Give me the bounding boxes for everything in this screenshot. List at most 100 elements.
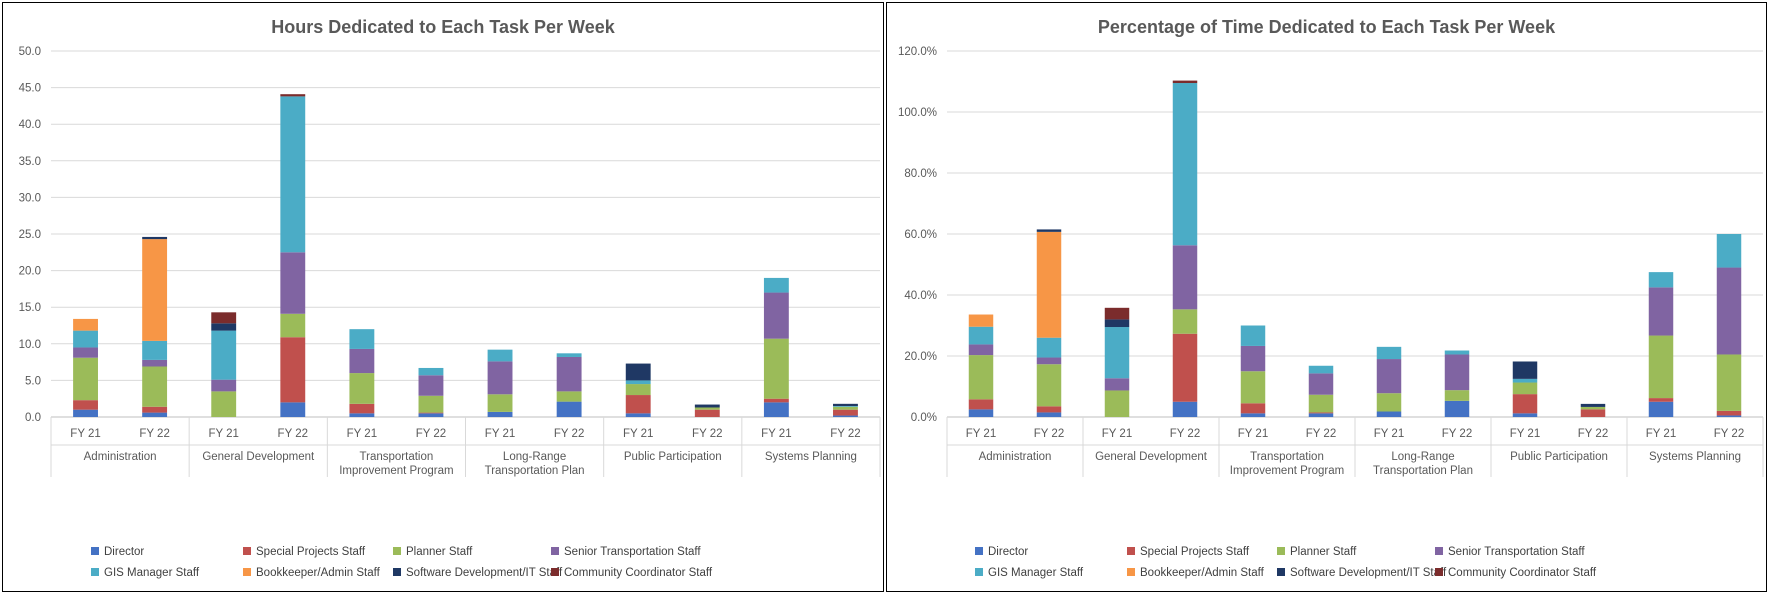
- bar-segment: [556, 356, 582, 392]
- legend-swatch: [975, 568, 983, 576]
- bar-segment: [1376, 359, 1402, 394]
- x-tick-label: FY 22: [139, 428, 169, 440]
- legend-swatch: [1277, 568, 1285, 576]
- bar-segment: [556, 353, 582, 357]
- bar-segment: [487, 411, 513, 417]
- bar-segment: [1376, 346, 1402, 360]
- bar-segment: [73, 318, 98, 331]
- legend-label: Planner Staff: [1290, 546, 1357, 558]
- bar-segment: [968, 409, 994, 417]
- y-tick-label: 45.0: [19, 83, 41, 95]
- bar-segment: [625, 395, 651, 414]
- legend-swatch: [1127, 547, 1135, 555]
- bar-segment: [1512, 382, 1538, 395]
- x-tick-label: FY 22: [1442, 428, 1472, 440]
- bar-segment: [280, 337, 306, 403]
- group-label: General Development: [1095, 451, 1208, 463]
- bar-segment: [1036, 229, 1062, 232]
- bar-segment: [625, 363, 651, 381]
- bar-segment: [1716, 354, 1742, 411]
- bar-segment: [1512, 394, 1538, 414]
- bar-segment: [1512, 413, 1538, 417]
- bar-segment: [280, 96, 306, 253]
- bar-segment: [73, 347, 98, 358]
- legend-label: Community Coordinator Staff: [564, 567, 713, 579]
- bar-segment: [1376, 393, 1402, 412]
- bar-segment: [1716, 234, 1742, 268]
- bar-segment: [1580, 406, 1606, 410]
- bar-segment: [1444, 390, 1470, 401]
- bar-segment: [1104, 307, 1130, 320]
- bar-segment: [349, 329, 375, 349]
- legend-label: Software Development/IT Staff: [406, 567, 563, 579]
- y-tick-label: 30.0: [19, 192, 41, 204]
- bar-segment: [833, 415, 858, 417]
- bar-segment: [694, 409, 720, 417]
- bar-segment: [1444, 354, 1470, 391]
- x-tick-label: FY 22: [278, 428, 308, 440]
- bar-segment: [1240, 345, 1266, 372]
- y-tick-label: 5.0: [25, 375, 41, 387]
- legend-item: Senior Transportation Staff: [551, 544, 701, 560]
- bar-segment: [1036, 364, 1062, 407]
- bar-segment: [1036, 412, 1062, 417]
- group-label: Improvement Program: [339, 465, 453, 477]
- group-label: Long-Range: [503, 451, 566, 463]
- bar-segment: [1444, 350, 1470, 355]
- bar-segment: [73, 400, 98, 410]
- bar-segment: [487, 394, 513, 412]
- x-tick-label: FY 21: [70, 428, 100, 440]
- bar-segment: [763, 292, 789, 339]
- x-tick-label: FY 21: [623, 428, 653, 440]
- group-label: Transportation Plan: [1373, 465, 1473, 477]
- bar-segment: [1308, 365, 1334, 374]
- group-label: Transportation: [360, 451, 434, 463]
- bar-segment: [1240, 403, 1266, 414]
- bar-segment: [418, 412, 444, 414]
- bar-segment: [1308, 412, 1334, 414]
- x-tick-label: FY 22: [692, 428, 722, 440]
- hours-chart-plot: 0.0 5.0 10.0 15.0 20.0 25.0 30.0 35.0 40.0 45.0 50…: [19, 46, 881, 477]
- bar-segment: [1240, 371, 1266, 404]
- group-label: General Development: [202, 451, 315, 463]
- bar-segment: [211, 312, 237, 324]
- bar-segment: [1648, 398, 1674, 402]
- legend-item: Software Development/IT Staff: [393, 565, 562, 581]
- bar-segment: [556, 391, 582, 402]
- bar-segment: [418, 413, 444, 417]
- y-tick-label: 0.0%: [911, 412, 937, 424]
- bar-segment: [833, 403, 858, 407]
- bar-segment: [142, 412, 168, 417]
- percentage-chart-plot: 0.0% 20.0% 40.0% 60.0% 80.0% 100.0% 120.0% FY 2…: [898, 46, 1764, 477]
- x-tick-label: FY 21: [208, 428, 238, 440]
- legend-item: Software Development/IT Staff: [1277, 565, 1446, 581]
- bar-segment: [694, 407, 720, 410]
- bar-segment: [763, 338, 789, 399]
- bar-segment: [73, 330, 98, 348]
- bar-segment: [1308, 373, 1334, 395]
- bar-segment: [1648, 287, 1674, 336]
- legend-label: Bookkeeper/Admin Staff: [1140, 567, 1264, 579]
- x-tick-label: FY 22: [1034, 428, 1064, 440]
- legend-item: Director: [975, 544, 1028, 560]
- group-label: Administration: [84, 451, 157, 463]
- legend-label: Planner Staff: [406, 546, 473, 558]
- bar-segment: [418, 375, 444, 396]
- bar-segment: [349, 413, 375, 417]
- bar-segment: [1172, 309, 1198, 334]
- bar-segment: [349, 348, 375, 374]
- bar-segment: [556, 401, 582, 417]
- bar-segment: [211, 391, 237, 417]
- bar-segment: [1104, 378, 1130, 391]
- x-tick-label: FY 21: [485, 428, 515, 440]
- bar-segment: [1580, 403, 1606, 407]
- legend-item: Bookkeeper/Admin Staff: [1127, 565, 1264, 581]
- x-tick-label: FY 22: [1714, 428, 1744, 440]
- bar-segment: [73, 357, 98, 401]
- bar-segment: [1648, 335, 1674, 399]
- y-tick-label: 80.0%: [904, 168, 937, 180]
- bar-segment: [1512, 378, 1538, 383]
- bar-segment: [1172, 401, 1198, 417]
- y-tick-label: 20.0%: [904, 351, 937, 363]
- bar-segment: [1444, 400, 1470, 417]
